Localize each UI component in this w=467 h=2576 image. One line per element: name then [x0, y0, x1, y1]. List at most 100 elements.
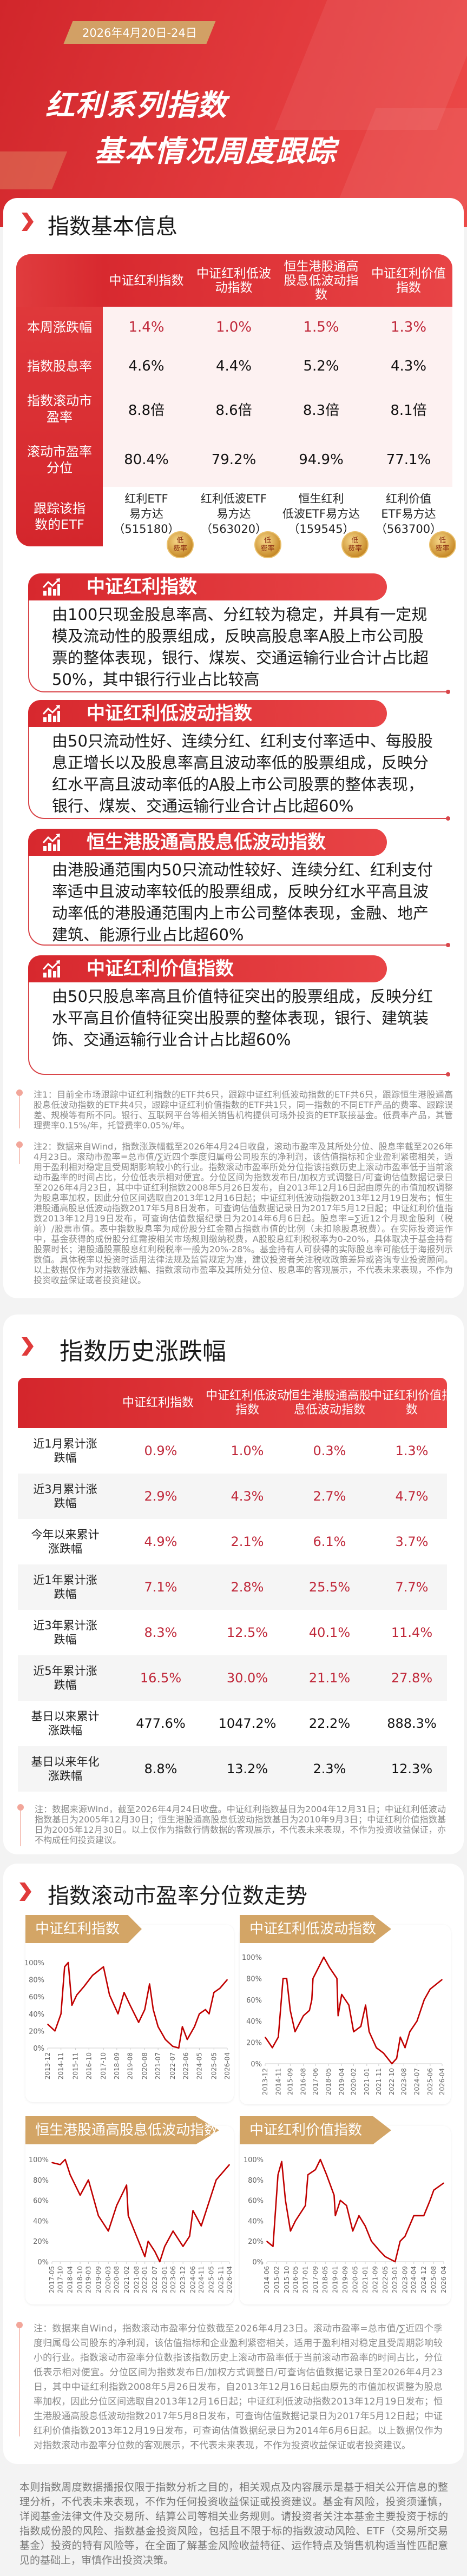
y-tick-label: 40%: [246, 2018, 262, 2026]
table-cell: 4.3%: [231, 1489, 264, 1504]
etf-name-line: 恒生红利: [298, 492, 344, 505]
data-point: [51, 2162, 52, 2163]
data-point: [60, 2013, 62, 2014]
data-point: [199, 2013, 200, 2014]
row-label: 近3月累计涨跌幅: [33, 1483, 97, 1510]
data-point: [265, 2036, 266, 2038]
y-tick-label: 80%: [33, 2177, 49, 2185]
table-row: 近5年累计涨跌幅 16.5% 30.0% 21.1% 27.8%: [18, 1655, 447, 1701]
x-tick-label: 2025-08: [430, 2266, 438, 2293]
x-tick-label: 2024-07: [413, 2068, 421, 2095]
table-cell: 7.7%: [395, 1580, 429, 1595]
y-tick-label: 80%: [246, 1975, 262, 1983]
data-point: [442, 1979, 443, 1980]
pe-percentile-chart: 恒生港股通高股息低波动指数 0% 20% 40% 60% 80% 100% 2017-05 20…: [25, 2116, 234, 2304]
y-tick-label: 60%: [246, 1997, 262, 2005]
data-point: [165, 2039, 166, 2040]
note-marker-icon: [16, 1141, 23, 1148]
data-point: [294, 2031, 296, 2032]
data-point: [144, 2256, 146, 2257]
data-point: [266, 2241, 267, 2242]
etf-name[interactable]: 红利低波ETF 易方达 （563020）: [190, 491, 278, 537]
index-description: 由50只股息率高且价值特征突出的股票组成，反映分红水平高且价值特征突出股票的整体…: [28, 955, 450, 1076]
seal-badge-icon: 低费率: [254, 531, 281, 558]
x-tick-label: 2021-11: [375, 2068, 383, 2095]
description-text: 由100只现金股息率高、分红较为稳定，并具有一定规模及流动性的股票组成，反映高股…: [52, 605, 429, 689]
data-point: [334, 2215, 336, 2216]
y-tick-label: 100%: [244, 2156, 264, 2164]
data-point: [320, 2159, 321, 2160]
x-tick-label: 2021-01: [361, 2266, 369, 2293]
data-point: [229, 2164, 230, 2165]
x-tick-label: 2016-05: [292, 2266, 299, 2293]
etf-name-line: 易方达: [216, 507, 251, 520]
note-text: 注：数据来源Wind，截至2026年4月24日收盘。中证红利指数基日为2004年…: [35, 1804, 446, 1845]
chart-title: 中证红利价值指数: [240, 2116, 391, 2144]
x-tick-label: 2019-09: [341, 2266, 349, 2293]
etf-name[interactable]: 红利价值 ETF易方达 （563700）: [365, 491, 452, 537]
data-point: [92, 1974, 93, 1976]
data-point: [60, 2164, 61, 2165]
y-tick-label: 0%: [251, 2060, 262, 2069]
description-header: 恒生港股通高股息低波动指数: [28, 829, 387, 856]
data-point: [413, 2215, 415, 2216]
table-cell: 5.2%: [303, 358, 339, 374]
y-tick-label: 20%: [29, 2027, 44, 2036]
column-header: 中证红利指数: [109, 273, 184, 288]
x-tick-label: 2023-09: [402, 2266, 409, 2293]
note-line: [20, 1811, 21, 1846]
data-point: [187, 2039, 188, 2040]
etf-name-line: 红利低波ETF: [200, 492, 267, 505]
etf-name-line: （515180）: [113, 523, 180, 536]
data-point: [341, 1994, 343, 1995]
data-point: [399, 2036, 401, 2038]
index-description: 由50只流动性好、连续分红、红利支付率适中、每股股息正增长以及股息率高且波动率低…: [28, 700, 450, 821]
data-point: [206, 2210, 207, 2211]
description-text: 由50只股息率高且价值特征突出的股票组成，反映分红水平高且价值特征突出股票的整体…: [52, 987, 433, 1049]
x-tick-label: 2018-04: [67, 2266, 74, 2293]
decor-shape: [0, 151, 68, 189]
index-description: 由港股通范围内50只流动性较好、连续分红、红利支付率适中且波动率较低的股票组成，…: [28, 829, 450, 947]
y-tick-label: 60%: [33, 2197, 49, 2205]
x-tick-label: 2017-01: [301, 2266, 309, 2293]
description-text: 由50只流动性好、连续分红、红利支付率适中、每股股息正增长以及股息率高且波动率低…: [52, 732, 433, 815]
data-point: [371, 2241, 372, 2242]
index-description: 由100只现金股息率高、分红较为稳定，并具有一定规模及流动性的股票组成，反映高股…: [28, 573, 450, 694]
row-label: 近1月累计涨跌幅: [33, 1437, 97, 1464]
etf-name[interactable]: 红利ETF 易方达 （515180）: [103, 491, 190, 537]
data-point: [312, 1978, 314, 1979]
x-tick-label: 2013-12: [44, 2052, 51, 2079]
data-point: [128, 2215, 129, 2216]
table-cell: 4.4%: [215, 358, 252, 374]
row-label: 基日以来年化涨跌幅: [31, 1755, 100, 1782]
data-point: [433, 2189, 435, 2191]
note-line: [19, 1096, 20, 1128]
data-point: [348, 2004, 350, 2006]
dot-icon: [446, 943, 450, 947]
data-point: [172, 2230, 174, 2232]
x-tick-label: 2025-05: [210, 2052, 218, 2079]
description-body: 由50只流动性好、连续分红、红利支付率适中、每股股息正增长以及股息率高且波动率低…: [28, 727, 450, 821]
x-tick-label: 2017-05: [48, 2266, 56, 2293]
note-line: [19, 2328, 20, 2436]
seal-badge-icon: 低费率: [167, 531, 194, 558]
data-point: [430, 1989, 431, 1990]
row-label: 指数股息率: [27, 359, 92, 374]
table-row: 近1月累计涨跌幅 0.9% 1.0% 0.3% 1.3%: [18, 1428, 447, 1474]
description-body: 由港股通范围内50只流动性较好、连续分红、红利支付率适中且波动率较低的股票组成，…: [28, 856, 450, 947]
section-title: 指数滚动市盈率分位数走势: [48, 1884, 307, 1908]
data-point: [365, 2225, 366, 2227]
x-tick-label: 2021-07: [154, 2052, 162, 2079]
bar-chart-trend-icon: [42, 705, 60, 722]
table-cell: 3.7%: [395, 1534, 429, 1549]
data-point: [429, 2199, 431, 2201]
etf-name-line: 易方达: [129, 507, 163, 520]
x-tick-label: 2020-02: [350, 2068, 358, 2095]
etf-name[interactable]: 恒生红利 低波ETF易方达 （159545）: [278, 491, 365, 537]
badge-text: 低: [176, 537, 184, 545]
x-tick-label: 2023-06: [182, 2052, 190, 2079]
table-cell: 4.3%: [390, 358, 427, 374]
data-point: [208, 2013, 210, 2014]
table-cell: 80.4%: [124, 452, 169, 468]
data-point: [315, 2169, 316, 2170]
